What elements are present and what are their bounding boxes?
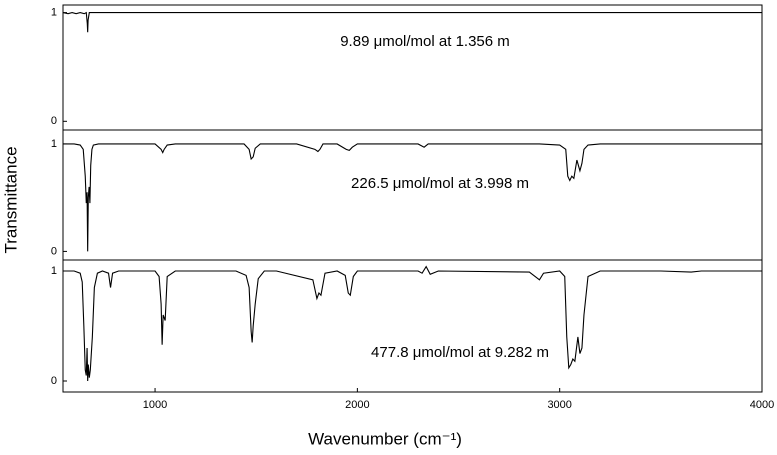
panel-frame [62, 129, 763, 261]
y-tick-label: 0 [51, 245, 57, 257]
spectrum-line [63, 143, 762, 252]
y-axis-label: Transmittance [1, 146, 20, 253]
x-tick-label: 2000 [345, 399, 369, 411]
panel-frame [62, 259, 763, 393]
spectrum-line [62, 11, 762, 33]
x-tick-label: 3000 [547, 399, 571, 411]
y-tick-label: 1 [51, 138, 57, 150]
annotation: 9.89 μmol/mol at 1.356 m [340, 33, 510, 50]
x-tick-label: 4000 [750, 399, 774, 411]
annotation: 477.8 μmol/mol at 9.282 m [371, 344, 549, 361]
x-tick-label: 1000 [143, 399, 167, 411]
panel-frame [62, 4, 763, 131]
y-tick-label: 1 [51, 265, 57, 277]
y-tick-label: 0 [51, 115, 57, 127]
y-tick-label: 0 [51, 375, 57, 387]
annotation: 226.5 μmol/mol at 3.998 m [351, 175, 529, 192]
x-axis-label: Wavenumber (cm⁻¹) [308, 429, 462, 448]
y-tick-label: 1 [51, 7, 57, 19]
spectrum-line [63, 265, 762, 382]
